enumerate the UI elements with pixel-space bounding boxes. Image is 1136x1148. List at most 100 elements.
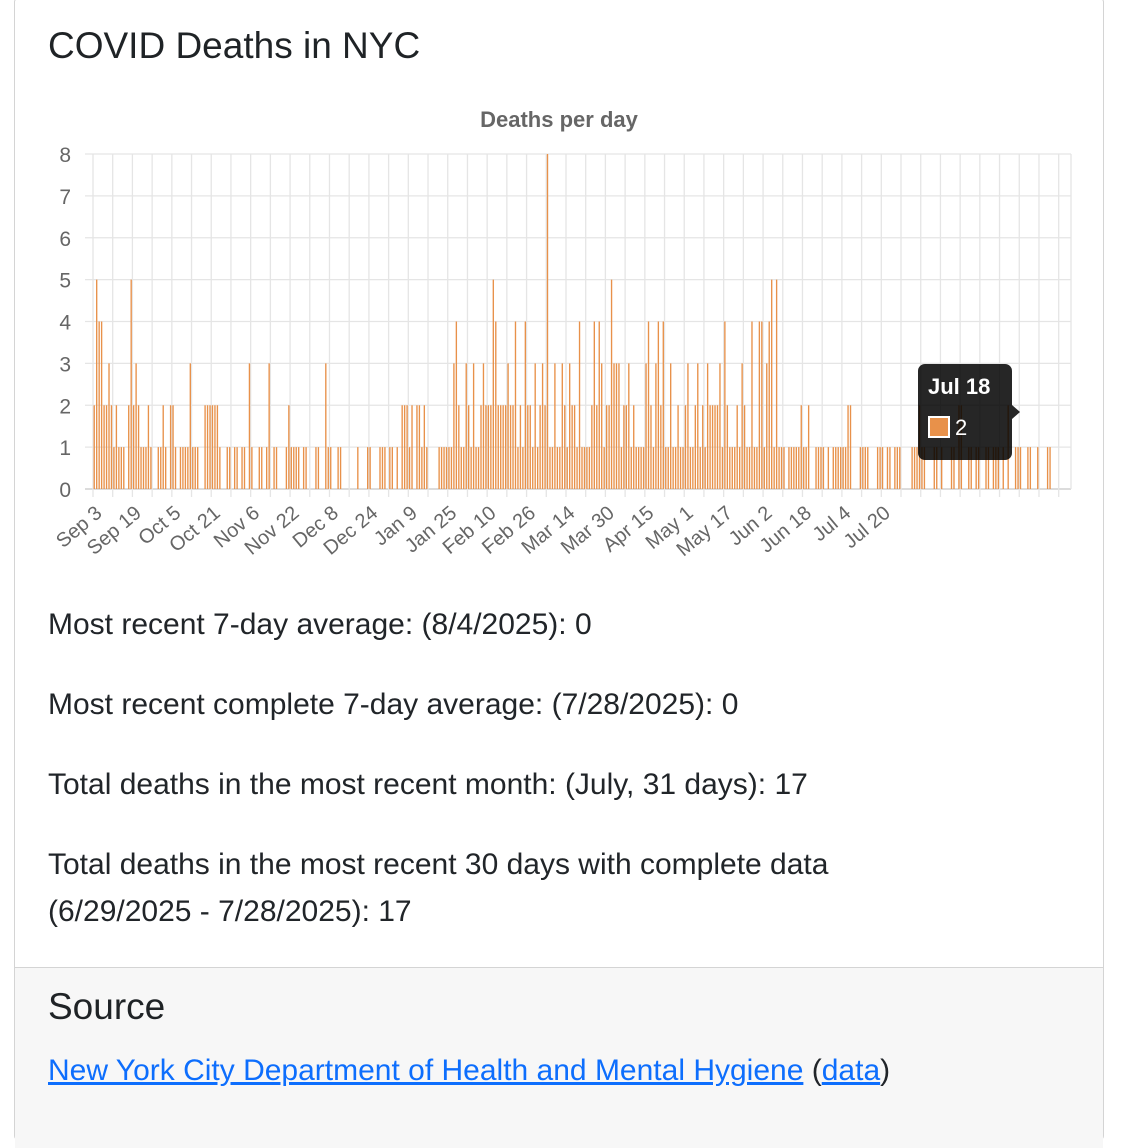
bar	[667, 447, 669, 489]
bar	[995, 447, 997, 489]
bar	[729, 447, 731, 489]
bar	[916, 447, 918, 489]
bar	[118, 447, 120, 489]
bar	[123, 447, 125, 489]
bar	[140, 447, 142, 489]
bar	[940, 447, 943, 489]
bar	[536, 447, 539, 489]
bar	[566, 447, 568, 489]
bar	[381, 447, 384, 489]
bar	[633, 405, 635, 489]
bar	[93, 405, 95, 489]
bar	[460, 447, 462, 489]
y-tick-label: 1	[59, 437, 71, 460]
stat-7day-average: Most recent 7-day average: (8/4/2025): 0	[48, 608, 592, 641]
bar	[911, 447, 913, 489]
bar	[704, 447, 706, 489]
health-department-link[interactable]: New York City Department of Health and M…	[48, 1054, 804, 1087]
data-link[interactable]: data	[821, 1054, 881, 1087]
bar	[403, 405, 406, 489]
bar	[886, 447, 889, 489]
bar	[684, 405, 687, 489]
bar	[748, 447, 751, 489]
bar	[756, 447, 758, 489]
bar	[150, 447, 152, 489]
bar	[233, 447, 236, 489]
bar	[670, 363, 672, 489]
bar	[601, 363, 603, 489]
bar	[418, 405, 421, 489]
bar	[96, 279, 98, 489]
bar	[743, 405, 746, 489]
bar	[591, 405, 593, 489]
bar	[305, 447, 307, 489]
bar	[1029, 447, 1032, 489]
bar	[645, 363, 647, 489]
bar	[534, 363, 536, 489]
y-tick-label: 0	[59, 479, 71, 502]
bar	[421, 447, 423, 489]
bar	[1046, 447, 1049, 489]
bar	[820, 447, 822, 489]
bar	[465, 363, 467, 489]
bar	[539, 405, 541, 489]
bar	[564, 405, 566, 489]
bar	[416, 405, 418, 489]
bar	[211, 405, 214, 489]
bar	[544, 405, 546, 489]
bar	[401, 405, 403, 489]
bar	[662, 321, 664, 489]
bar	[524, 321, 527, 489]
bar	[697, 363, 699, 489]
bar	[665, 447, 667, 489]
bar	[803, 447, 805, 489]
bar	[618, 363, 620, 489]
bar	[815, 447, 817, 489]
bar	[391, 447, 393, 489]
stat-30day-range: (6/29/2025 - 7/28/2025): 17	[48, 895, 412, 928]
bar	[426, 447, 428, 489]
bar	[396, 447, 398, 489]
bar	[736, 405, 738, 489]
bar	[771, 279, 773, 489]
bar	[805, 447, 807, 489]
bar	[487, 405, 490, 489]
bar	[367, 447, 369, 489]
bar	[120, 447, 123, 489]
bar	[709, 405, 711, 489]
bar	[862, 447, 864, 489]
bar	[953, 447, 955, 489]
bar	[443, 447, 445, 489]
bar	[132, 405, 135, 489]
bar	[726, 405, 729, 489]
bar	[699, 447, 701, 489]
bar	[687, 363, 689, 489]
bar	[500, 405, 502, 489]
bar	[507, 363, 509, 489]
bar	[679, 447, 682, 489]
bar	[773, 447, 775, 489]
bar	[788, 447, 790, 489]
source-heading: Source	[48, 986, 166, 1027]
covid-deaths-card: COVID Deaths in NYC Deaths per day 0 1 2 3 4…	[14, 0, 1104, 1148]
bar	[497, 405, 499, 489]
bar	[783, 447, 785, 489]
bar	[288, 405, 290, 489]
source-line: New York City Department of Health and M…	[48, 1054, 890, 1088]
bar	[556, 447, 559, 489]
bar	[164, 447, 167, 489]
bar	[847, 405, 849, 489]
bar	[472, 363, 475, 489]
bar	[985, 447, 987, 489]
bar	[453, 363, 455, 489]
bar	[214, 405, 216, 489]
bar	[795, 447, 797, 489]
bar	[800, 405, 802, 489]
bar	[778, 447, 780, 489]
bar	[950, 447, 953, 489]
bar	[571, 405, 573, 489]
y-axis: 0 1 2 3 4 5 6 7 8	[59, 144, 71, 502]
bar	[204, 405, 206, 489]
bar	[623, 405, 625, 489]
bar	[613, 363, 615, 489]
